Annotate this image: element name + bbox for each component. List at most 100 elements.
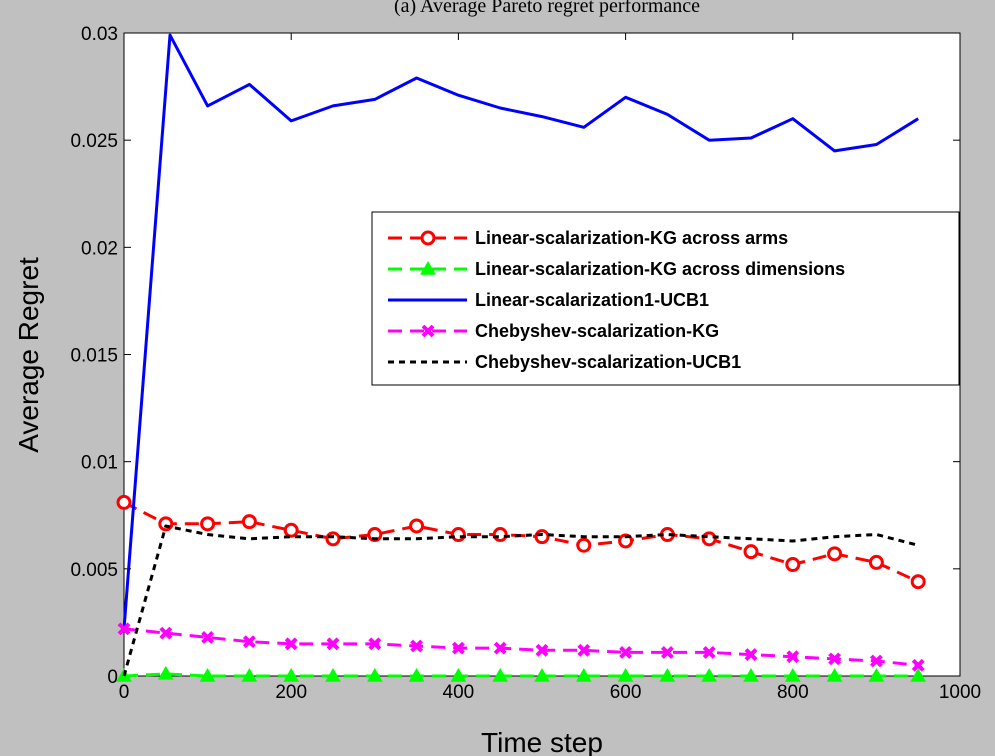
marker-stroke bbox=[326, 637, 340, 651]
data-point bbox=[117, 622, 131, 636]
data-point bbox=[744, 648, 758, 661]
data-point bbox=[409, 518, 425, 534]
marker-stroke bbox=[284, 637, 298, 651]
data-point bbox=[826, 667, 843, 682]
marker-stroke bbox=[744, 648, 758, 661]
data-point bbox=[241, 667, 258, 682]
marker-stroke bbox=[660, 646, 674, 659]
marker-stroke bbox=[577, 643, 591, 657]
y-tick-label: 0.005 bbox=[70, 560, 118, 581]
x-axis-label: Time step bbox=[481, 727, 603, 756]
data-point bbox=[784, 667, 801, 682]
data-point bbox=[283, 667, 300, 682]
axis-ticks: 0 200 400 600 800 1000 0 0.005 0.01 0.015 0.02 0.02… bbox=[70, 24, 981, 703]
series-group bbox=[116, 33, 927, 682]
data-point bbox=[828, 652, 842, 666]
y-axis-label: Average Regret bbox=[13, 257, 44, 453]
marker-stroke bbox=[869, 654, 883, 668]
data-point bbox=[410, 639, 424, 653]
marker-stroke bbox=[451, 641, 465, 655]
series-line bbox=[122, 33, 919, 629]
data-point bbox=[786, 650, 800, 664]
marker-stroke bbox=[702, 646, 716, 659]
data-point bbox=[617, 667, 634, 682]
x-tick-label: 800 bbox=[777, 682, 809, 703]
y-tick-label: 0.02 bbox=[81, 238, 118, 259]
marker-stroke bbox=[117, 622, 131, 636]
legend-marker bbox=[420, 230, 436, 246]
data-point bbox=[242, 635, 256, 649]
legend-box bbox=[371, 211, 960, 386]
data-point bbox=[368, 637, 382, 651]
y-tick-label: 0.025 bbox=[70, 131, 118, 152]
series-3 bbox=[122, 33, 919, 629]
data-point bbox=[534, 529, 550, 545]
data-point bbox=[408, 667, 425, 682]
data-point bbox=[701, 667, 718, 682]
marker-stroke bbox=[159, 626, 173, 640]
data-point bbox=[660, 646, 674, 659]
data-point bbox=[575, 667, 592, 682]
x-tick-label: 600 bbox=[610, 682, 642, 703]
legend-marker bbox=[420, 260, 436, 275]
legend: Linear-scalarization-KG across arms Linea… bbox=[371, 211, 960, 386]
marker-stroke bbox=[410, 639, 424, 653]
marker-stroke bbox=[201, 631, 215, 644]
data-point bbox=[366, 667, 383, 682]
data-point bbox=[493, 641, 507, 655]
x-tick-label: 400 bbox=[443, 682, 475, 703]
data-point bbox=[158, 516, 174, 532]
legend-label: Chebyshev-scalarization-KG bbox=[475, 321, 719, 341]
data-point bbox=[743, 667, 759, 682]
x-tick-label: 0 bbox=[119, 682, 130, 703]
marker-stroke bbox=[368, 637, 382, 651]
data-point bbox=[492, 527, 508, 543]
data-point bbox=[241, 514, 257, 530]
chart-title: (a) Average Pareto regret performance bbox=[394, 0, 700, 17]
y-tick-label: 0.03 bbox=[81, 24, 118, 45]
data-point bbox=[576, 537, 592, 553]
data-point bbox=[326, 637, 340, 651]
marker-stroke bbox=[911, 658, 925, 672]
marker-stroke bbox=[786, 650, 800, 664]
series-4 bbox=[117, 622, 925, 672]
legend-label: Linear-scalarization-KG across arms bbox=[475, 228, 788, 248]
series-5 bbox=[122, 524, 919, 677]
data-point bbox=[325, 667, 341, 682]
data-point bbox=[827, 546, 843, 562]
data-point bbox=[785, 557, 801, 573]
legend-label: Linear-scalarization1-UCB1 bbox=[475, 290, 709, 310]
data-point bbox=[702, 646, 716, 659]
data-point bbox=[200, 516, 216, 532]
data-point bbox=[619, 646, 633, 659]
series-line bbox=[123, 627, 919, 667]
series-line bbox=[122, 524, 919, 677]
data-point bbox=[450, 527, 466, 543]
marker-stroke bbox=[828, 652, 842, 666]
data-point bbox=[283, 522, 299, 538]
data-point bbox=[868, 667, 885, 682]
legend-label: Linear-scalarization-KG across dimension… bbox=[475, 259, 845, 279]
data-point bbox=[869, 654, 883, 668]
data-point bbox=[535, 643, 549, 657]
legend-label: Chebyshev-scalarization-UCB1 bbox=[475, 352, 741, 372]
data-point bbox=[659, 667, 676, 682]
data-point bbox=[701, 531, 717, 547]
y-tick-label: 0.015 bbox=[70, 346, 118, 367]
series-line bbox=[123, 672, 919, 678]
data-point bbox=[116, 494, 132, 510]
data-point bbox=[284, 637, 298, 651]
data-point bbox=[868, 554, 884, 570]
x-tick-label: 1000 bbox=[939, 682, 981, 703]
legend-marker bbox=[421, 324, 435, 338]
data-point bbox=[199, 667, 216, 682]
data-point bbox=[743, 544, 759, 560]
marker-stroke bbox=[421, 324, 435, 338]
data-point bbox=[911, 658, 925, 672]
data-point bbox=[451, 641, 465, 655]
data-point bbox=[157, 665, 174, 680]
data-point bbox=[450, 667, 467, 682]
data-point bbox=[492, 667, 509, 682]
x-tick-label: 200 bbox=[275, 682, 307, 703]
